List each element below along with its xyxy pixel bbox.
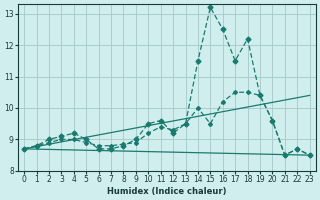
X-axis label: Humidex (Indice chaleur): Humidex (Indice chaleur) bbox=[107, 187, 227, 196]
